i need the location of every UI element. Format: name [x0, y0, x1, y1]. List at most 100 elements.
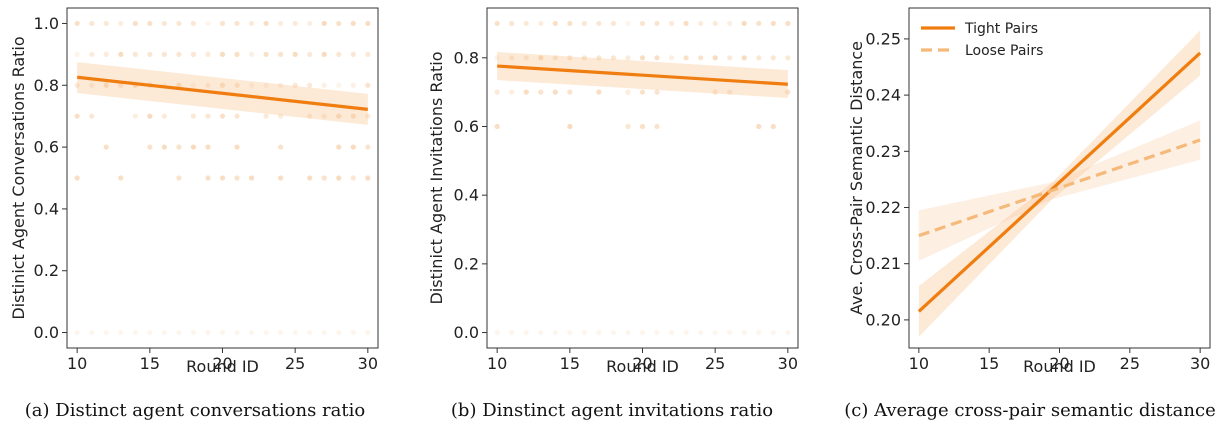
scatter-point — [639, 55, 646, 61]
scatter-point — [176, 329, 182, 336]
y-axis-label: Ave. Cross-Pair Semantic Distance — [847, 41, 866, 315]
scatter-point — [639, 123, 646, 130]
scatter-point — [625, 20, 631, 27]
y-tick-label: 0.8 — [34, 76, 59, 95]
scatter-point — [74, 113, 80, 119]
scatter-point — [336, 175, 342, 181]
scatter-point — [567, 55, 573, 61]
chart-b: 10 15 20 25 30 0.0 0.2 0.4 0.6 0.8 Round ID Distini… — [427, 7, 799, 421]
scatter-point — [263, 113, 269, 119]
scatter-point — [292, 20, 298, 27]
scatter-point — [727, 89, 733, 95]
scatter-point — [234, 113, 240, 119]
scatter-point — [176, 175, 182, 181]
scatter-point — [654, 20, 660, 27]
x-tick-label: 10 — [909, 354, 929, 373]
y-tick-label: 0.23 — [865, 142, 901, 161]
scatter-point — [103, 144, 109, 150]
y-tick-label: 1.0 — [34, 14, 59, 33]
x-axis-label: Round ID — [606, 357, 679, 376]
scatter-point — [74, 175, 80, 181]
scatter-point — [292, 82, 298, 88]
scatter-point — [668, 329, 675, 336]
scatter-point — [234, 329, 240, 336]
scatter-point — [205, 113, 211, 119]
y-tick-label: 0.0 — [454, 323, 479, 342]
scatter-point — [307, 113, 313, 119]
scatter-point — [132, 113, 138, 119]
x-tick-label: 20 — [212, 354, 232, 373]
scatter-point — [74, 329, 80, 336]
scatter-point — [190, 329, 197, 336]
x-tick-label: 15 — [560, 354, 580, 373]
scatter-point — [147, 144, 153, 150]
scatter-point — [712, 329, 718, 336]
scatter-point — [552, 329, 558, 336]
scatter-point — [596, 329, 602, 336]
scatter-points — [74, 20, 371, 336]
scatter-point — [509, 89, 515, 95]
scatter-point — [523, 55, 529, 61]
scatter-point — [74, 51, 80, 57]
regression-line — [497, 64, 788, 86]
figure-caption: (c) Average cross-pair semantic distance — [844, 400, 1215, 421]
y-tick-label: 0.20 — [865, 310, 901, 329]
scatter-point — [278, 113, 284, 119]
scatter-point — [321, 175, 327, 181]
scatter-point — [118, 175, 124, 181]
scatter-point — [365, 51, 371, 57]
scatter-point — [307, 82, 313, 88]
scatter-point — [365, 175, 371, 181]
scatter-point — [248, 82, 255, 88]
scatter-point — [74, 20, 80, 27]
scatter-point — [321, 329, 327, 336]
scatter-point — [234, 144, 240, 150]
scatter-point — [321, 82, 327, 88]
y-tick-label: 0.2 — [34, 261, 59, 280]
x-tick-label: 15 — [979, 354, 999, 373]
scatter-point — [756, 20, 762, 27]
scatter-point — [727, 55, 733, 61]
y-tick-label: 0.2 — [454, 254, 479, 273]
scatter-point — [654, 55, 660, 61]
scatter-point — [538, 89, 544, 95]
scatter-point — [538, 20, 544, 27]
scatter-point — [336, 329, 342, 336]
scatter-point — [321, 51, 327, 57]
x-tick-label: 10 — [67, 354, 87, 373]
scatter-point — [727, 20, 733, 27]
scatter-point — [263, 51, 269, 57]
scatter-point — [205, 20, 211, 27]
scatter-point — [610, 20, 617, 27]
scatter-point — [654, 329, 660, 336]
legend-label: Tight Pairs — [964, 21, 1038, 37]
scatter-point — [248, 51, 255, 57]
scatter-point — [89, 82, 95, 88]
scatter-point — [494, 123, 500, 130]
scatter-point — [190, 144, 197, 150]
scatter-point — [350, 175, 356, 181]
scatter-point — [523, 89, 529, 95]
scatter-point — [161, 113, 167, 119]
scatter-point — [365, 82, 371, 88]
scatter-point — [770, 329, 776, 336]
scatter-point — [161, 20, 167, 27]
figure-caption: (a) Distinct agent conversations ratio — [25, 400, 365, 421]
scatter-point — [668, 20, 675, 27]
scatter-point — [292, 51, 298, 57]
scatter-point — [278, 329, 284, 336]
scatter-point — [336, 51, 342, 57]
scatter-point — [103, 82, 109, 88]
scatter-point — [350, 329, 356, 336]
scatter-point — [785, 55, 791, 61]
scatter-point — [278, 144, 284, 150]
scatter-point — [248, 175, 255, 181]
scatter-point — [770, 123, 776, 130]
scatter-point — [581, 20, 587, 27]
scatter-point — [132, 51, 138, 57]
scatter-point — [190, 113, 197, 119]
scatter-point — [625, 89, 631, 95]
scatter-point — [132, 329, 138, 336]
scatter-point — [712, 55, 718, 61]
scatter-point — [161, 144, 167, 150]
